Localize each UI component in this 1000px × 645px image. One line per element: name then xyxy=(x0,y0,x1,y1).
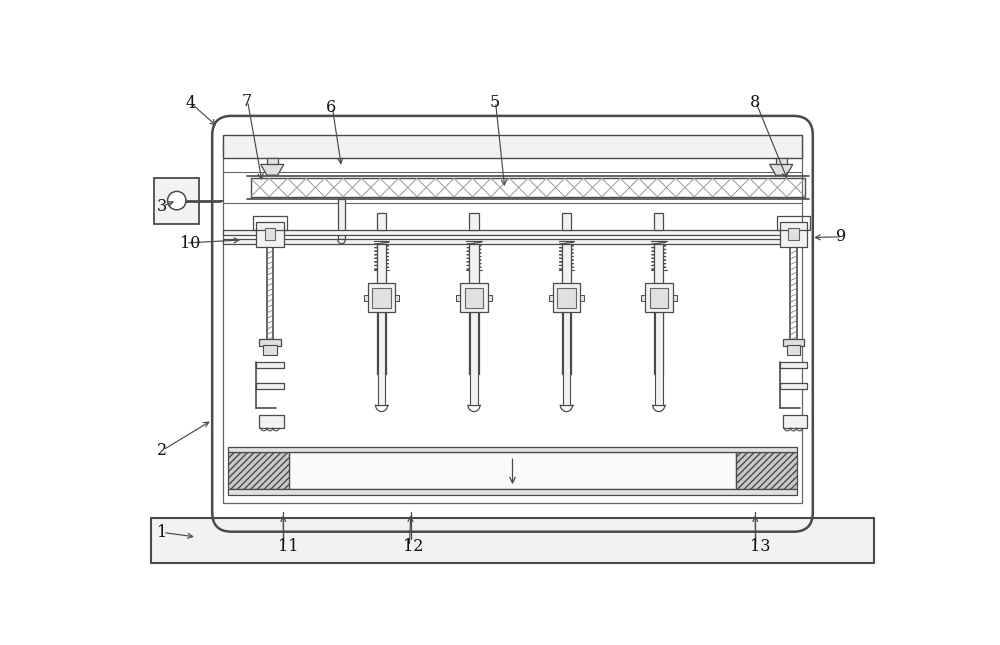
Text: 1: 1 xyxy=(157,524,167,541)
Bar xyxy=(780,222,807,247)
Bar xyxy=(783,415,807,428)
Text: 7: 7 xyxy=(241,93,252,110)
Bar xyxy=(787,345,800,355)
Bar xyxy=(377,244,386,374)
Bar xyxy=(465,288,483,308)
Bar xyxy=(228,490,797,495)
Bar xyxy=(151,518,874,562)
Bar xyxy=(259,415,284,428)
Bar xyxy=(673,295,677,301)
Bar xyxy=(265,228,275,240)
Bar xyxy=(395,295,399,301)
Bar xyxy=(377,213,386,230)
Text: 4: 4 xyxy=(185,95,195,112)
Bar xyxy=(776,158,787,164)
Text: 8: 8 xyxy=(750,94,760,111)
Bar xyxy=(263,345,277,355)
Bar xyxy=(372,288,391,308)
Bar xyxy=(267,158,278,164)
Bar xyxy=(228,447,797,452)
Text: 6: 6 xyxy=(326,99,336,116)
Text: 11: 11 xyxy=(278,538,298,555)
Bar xyxy=(223,239,802,244)
Bar xyxy=(654,213,663,230)
Text: 5: 5 xyxy=(489,94,500,111)
Bar xyxy=(470,312,478,404)
Bar xyxy=(488,295,492,301)
Bar xyxy=(655,312,663,404)
Bar xyxy=(256,362,284,368)
Bar xyxy=(777,216,810,230)
Bar xyxy=(368,283,395,312)
Bar xyxy=(783,339,804,346)
Bar xyxy=(557,288,576,308)
Bar xyxy=(223,137,802,503)
Bar xyxy=(223,230,802,235)
Bar xyxy=(289,452,736,490)
Text: 3: 3 xyxy=(157,197,167,215)
Bar xyxy=(253,216,287,230)
Text: 9: 9 xyxy=(836,228,846,245)
Text: 12: 12 xyxy=(403,538,424,555)
Text: 10: 10 xyxy=(180,235,200,252)
Bar xyxy=(563,312,570,404)
Polygon shape xyxy=(770,164,793,175)
Bar xyxy=(256,383,284,389)
Bar xyxy=(780,362,807,368)
Bar xyxy=(259,339,281,346)
Bar xyxy=(650,288,668,308)
Bar xyxy=(641,295,645,301)
Bar xyxy=(460,283,488,312)
Bar xyxy=(736,452,797,490)
Bar xyxy=(549,295,553,301)
Bar xyxy=(378,312,385,404)
Bar xyxy=(654,244,663,374)
Bar xyxy=(780,383,807,389)
Text: 2: 2 xyxy=(157,442,167,459)
Bar xyxy=(645,283,673,312)
Bar xyxy=(580,295,584,301)
Polygon shape xyxy=(261,164,284,175)
Bar xyxy=(562,213,571,230)
Bar xyxy=(469,213,479,230)
Bar xyxy=(338,199,345,239)
Bar xyxy=(553,283,580,312)
Bar xyxy=(456,295,460,301)
Text: 13: 13 xyxy=(750,538,770,555)
Bar xyxy=(223,135,802,158)
Bar xyxy=(154,177,199,224)
Bar xyxy=(256,222,284,247)
Bar xyxy=(228,452,289,490)
Bar xyxy=(788,228,799,240)
Bar xyxy=(469,244,479,374)
Bar xyxy=(562,244,571,374)
Bar xyxy=(364,295,368,301)
Circle shape xyxy=(168,192,186,210)
